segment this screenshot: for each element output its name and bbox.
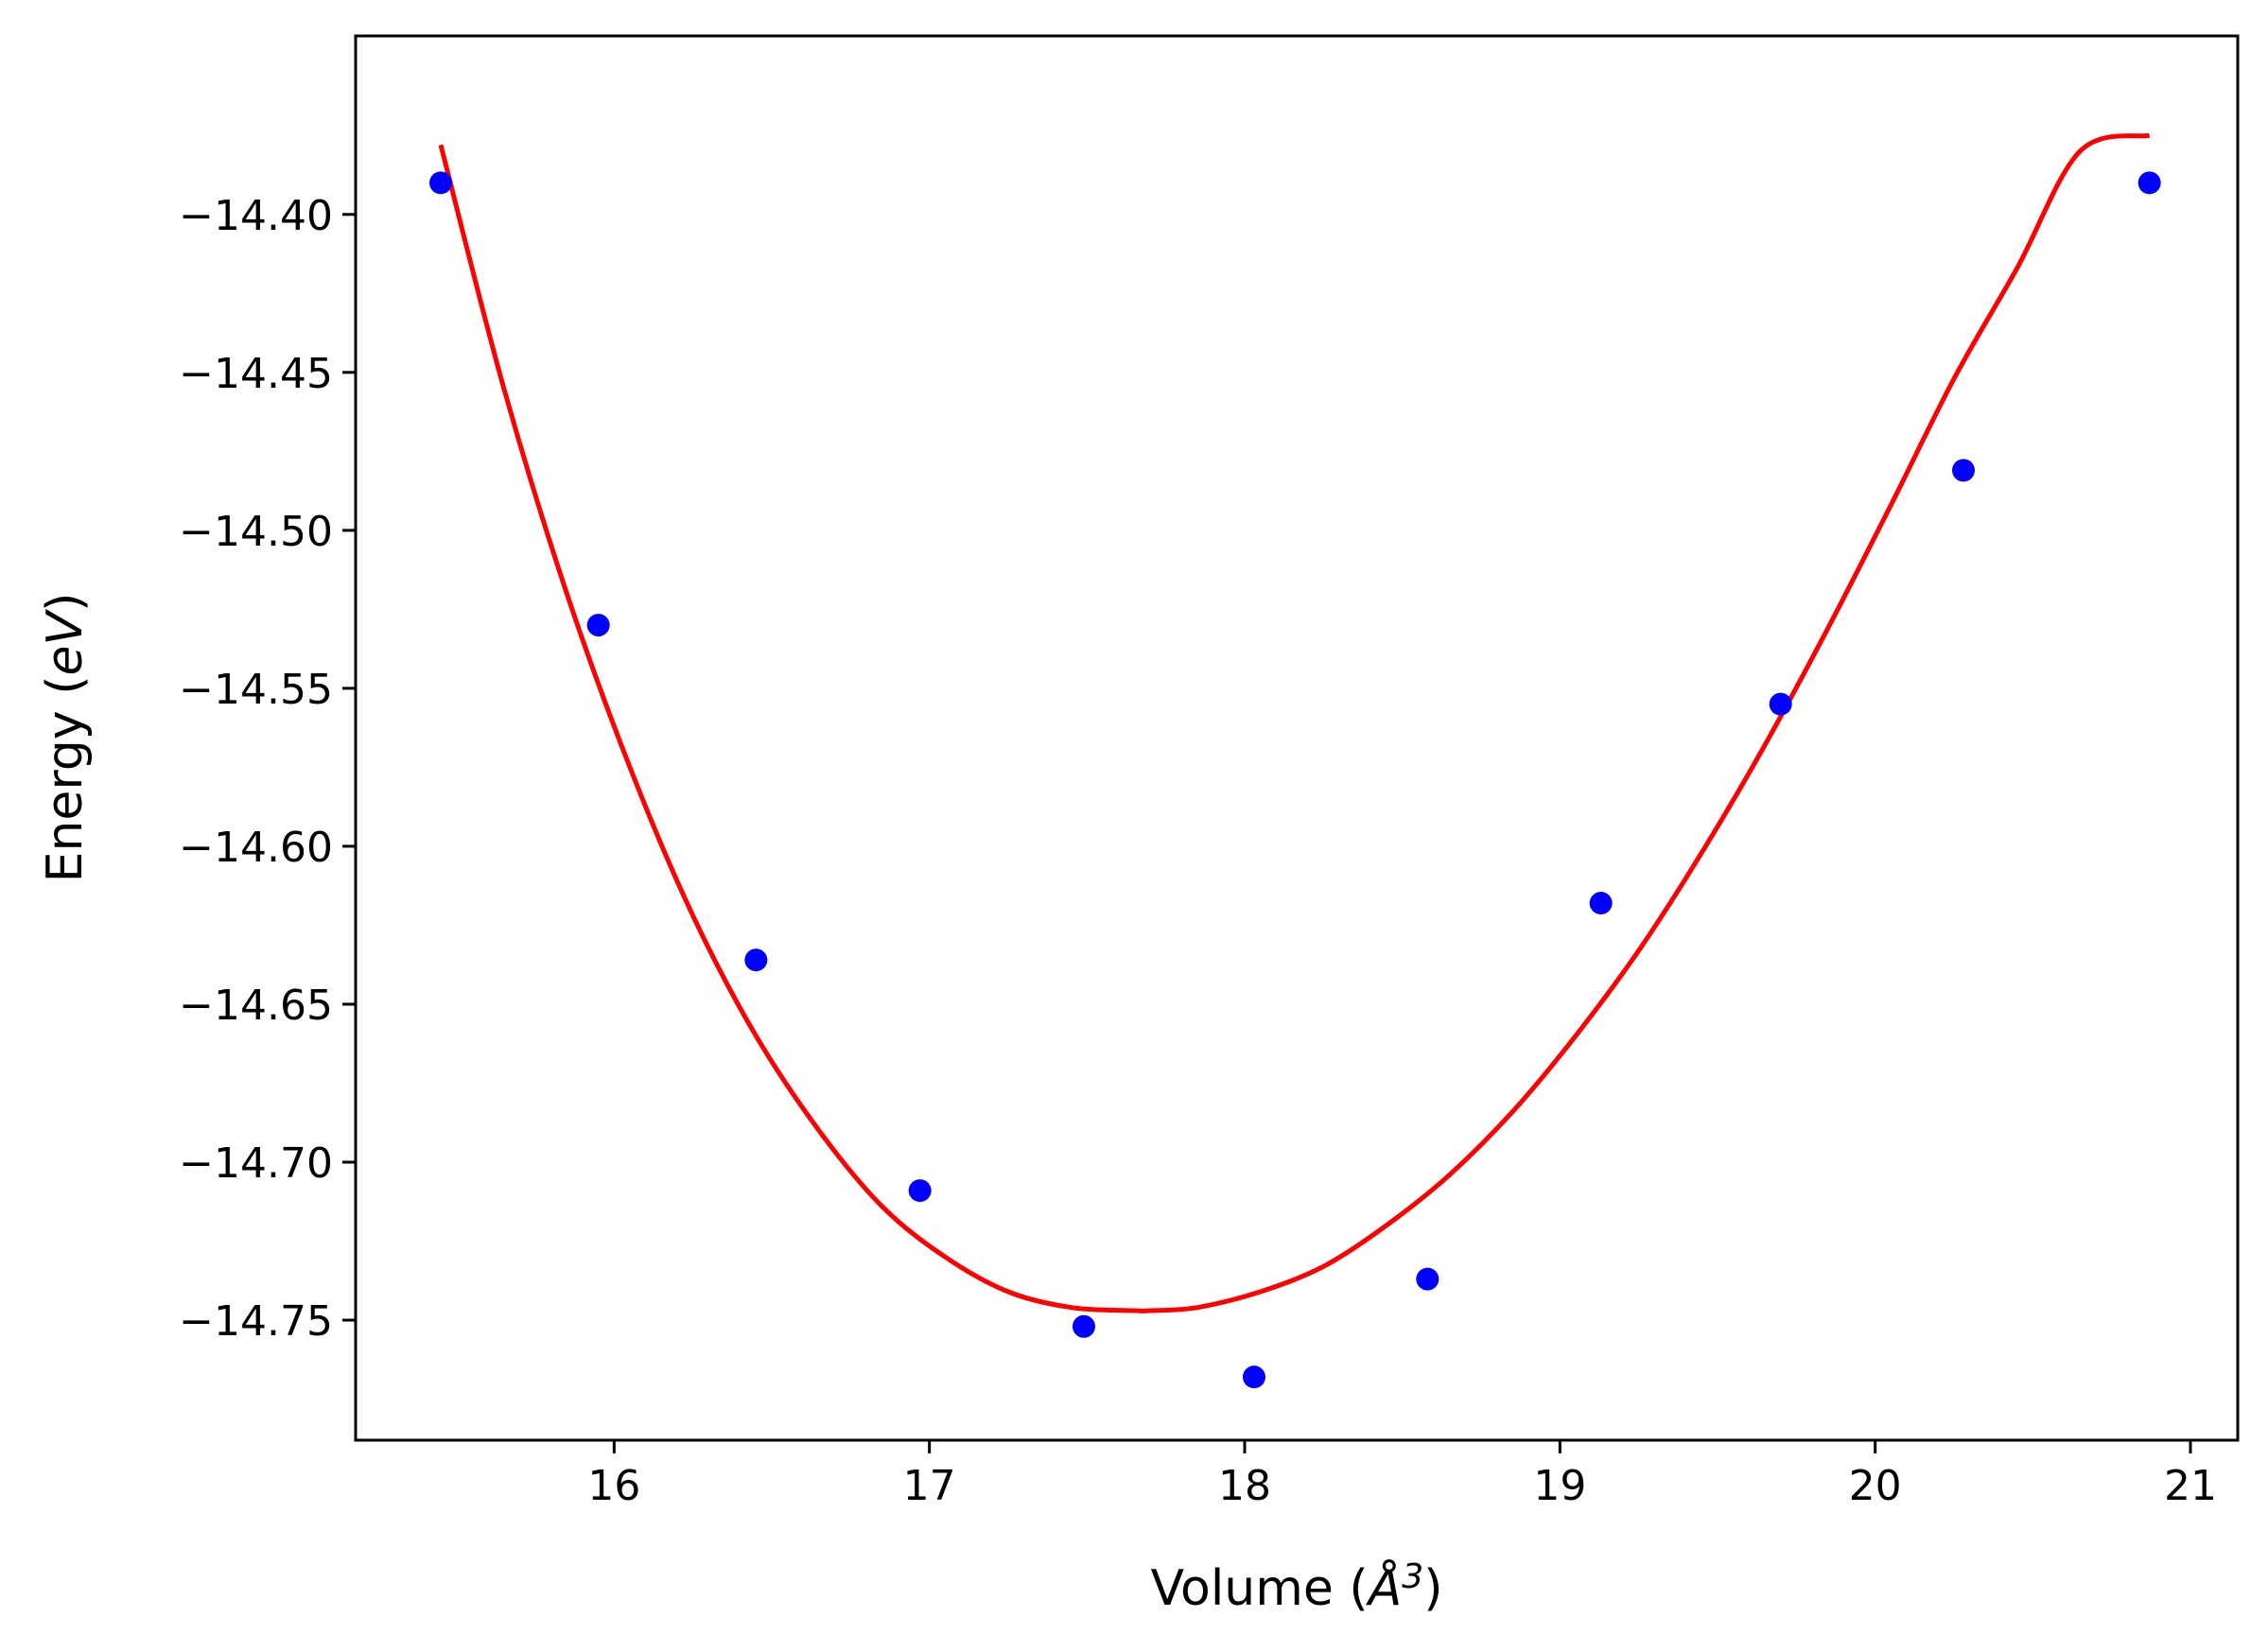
data-point — [429, 171, 452, 195]
x-tick-label: 21 — [2164, 1462, 2217, 1510]
axes-frame — [354, 34, 2240, 1442]
x-tick-label: 20 — [1849, 1462, 1902, 1510]
x-tick-label: 19 — [1533, 1462, 1586, 1510]
data-points — [429, 171, 2161, 1389]
data-point — [1243, 1365, 1265, 1389]
y-tick-label: −14.70 — [179, 1139, 333, 1188]
y-tick-label: −14.40 — [179, 192, 333, 240]
data-point — [2137, 171, 2161, 195]
data-point — [1416, 1267, 1439, 1291]
plot-area — [429, 132, 2161, 1389]
x-tick-label: 17 — [903, 1462, 956, 1510]
x-axis-label: Volume (Å3) — [1151, 1557, 1443, 1617]
data-point — [1769, 692, 1792, 716]
y-tick-label: −14.55 — [179, 666, 333, 714]
data-point — [1952, 459, 1975, 482]
data-point — [1073, 1314, 1095, 1338]
data-point — [908, 1179, 932, 1203]
x-axis-ticks: 16 17 18 19 20 21 — [587, 1440, 2217, 1510]
y-tick-label: −14.45 — [179, 350, 333, 398]
y-axis-label: Energy (eV) — [37, 593, 94, 883]
fit-curve — [438, 132, 2151, 1313]
y-tick-label: −14.50 — [179, 508, 333, 556]
x-tick-label: 16 — [587, 1462, 640, 1510]
y-tick-label: −14.65 — [179, 982, 333, 1030]
y-tick-label: −14.60 — [179, 824, 333, 872]
data-point — [744, 948, 768, 972]
y-tick-label: −14.75 — [179, 1297, 333, 1346]
data-point — [586, 614, 610, 637]
data-point — [1589, 892, 1613, 915]
y-axis-ticks: −14.40 −14.45 −14.50 −14.55 −14.60 −14.65 −14.… — [179, 192, 356, 1346]
x-tick-label: 18 — [1218, 1462, 1271, 1510]
